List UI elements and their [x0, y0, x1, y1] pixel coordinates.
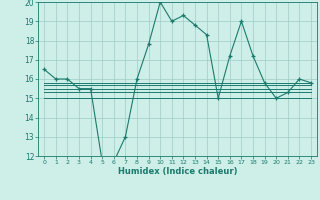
X-axis label: Humidex (Indice chaleur): Humidex (Indice chaleur)	[118, 167, 237, 176]
